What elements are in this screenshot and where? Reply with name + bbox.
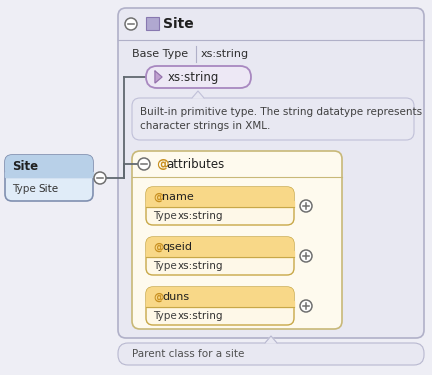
Text: Built-in primitive type. The string datatype represents: Built-in primitive type. The string data… bbox=[140, 107, 422, 117]
Text: xs:string: xs:string bbox=[178, 211, 223, 221]
Text: Type: Type bbox=[12, 184, 36, 194]
Polygon shape bbox=[265, 336, 277, 343]
Text: @: @ bbox=[153, 192, 163, 202]
Text: @: @ bbox=[153, 242, 163, 252]
Text: character strings in XML.: character strings in XML. bbox=[140, 121, 270, 131]
FancyBboxPatch shape bbox=[132, 151, 342, 329]
Text: @: @ bbox=[153, 292, 163, 302]
Circle shape bbox=[94, 172, 106, 184]
Text: Site: Site bbox=[12, 159, 38, 172]
Text: Type: Type bbox=[153, 211, 177, 221]
Polygon shape bbox=[146, 251, 294, 257]
FancyBboxPatch shape bbox=[146, 187, 294, 225]
Polygon shape bbox=[192, 91, 204, 98]
FancyBboxPatch shape bbox=[146, 187, 294, 207]
FancyBboxPatch shape bbox=[132, 98, 414, 140]
Text: xs:string: xs:string bbox=[168, 70, 219, 84]
Polygon shape bbox=[155, 71, 162, 83]
Polygon shape bbox=[146, 201, 294, 207]
Text: name: name bbox=[162, 192, 194, 202]
Text: qseid: qseid bbox=[162, 242, 192, 252]
Circle shape bbox=[138, 158, 150, 170]
FancyBboxPatch shape bbox=[146, 66, 251, 88]
Text: Parent class for a site: Parent class for a site bbox=[132, 349, 245, 359]
Circle shape bbox=[300, 200, 312, 212]
FancyBboxPatch shape bbox=[118, 343, 424, 365]
FancyBboxPatch shape bbox=[5, 155, 93, 201]
Text: Type: Type bbox=[153, 311, 177, 321]
Polygon shape bbox=[5, 172, 93, 177]
Bar bbox=[146, 17, 159, 30]
Text: Site: Site bbox=[38, 184, 58, 194]
Text: xs:string: xs:string bbox=[178, 311, 223, 321]
Text: Site: Site bbox=[163, 17, 194, 31]
Text: @: @ bbox=[156, 158, 168, 171]
FancyBboxPatch shape bbox=[5, 155, 93, 177]
Text: xs:string: xs:string bbox=[201, 49, 249, 59]
Text: attributes: attributes bbox=[166, 158, 224, 171]
FancyBboxPatch shape bbox=[146, 287, 294, 307]
Text: xs:string: xs:string bbox=[178, 261, 223, 271]
Text: Type: Type bbox=[153, 261, 177, 271]
FancyBboxPatch shape bbox=[146, 237, 294, 257]
Circle shape bbox=[300, 300, 312, 312]
Text: Base Type: Base Type bbox=[132, 49, 188, 59]
FancyBboxPatch shape bbox=[146, 237, 294, 275]
Circle shape bbox=[125, 18, 137, 30]
FancyBboxPatch shape bbox=[146, 287, 294, 325]
FancyBboxPatch shape bbox=[118, 8, 424, 338]
Text: duns: duns bbox=[162, 292, 189, 302]
Polygon shape bbox=[146, 301, 294, 307]
Circle shape bbox=[300, 250, 312, 262]
